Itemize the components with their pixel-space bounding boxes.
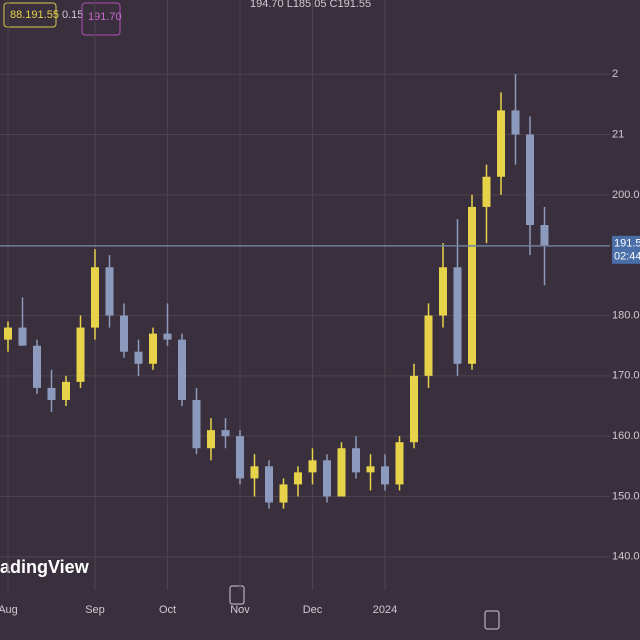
candle-body: [497, 110, 505, 177]
candle-body: [163, 333, 172, 340]
ohlc-header: 194.70 L185.05 C191.55: [250, 0, 371, 10]
x-tick-label: Dec: [303, 604, 323, 616]
legend-value: 88.191.55: [10, 9, 59, 21]
candle-body: [366, 466, 375, 473]
candle-body: [134, 351, 143, 364]
x-tick-label: Oct: [159, 604, 176, 616]
candle-body: [395, 442, 404, 485]
candle-body: [47, 387, 56, 400]
candle-body: [76, 327, 85, 382]
candle-body: [526, 134, 534, 226]
countdown: 02:44: [614, 251, 640, 263]
last-price-label: 191.5: [614, 238, 640, 250]
candle-body: [62, 381, 70, 400]
legend-box: [3, 2, 57, 28]
candle-body: [178, 339, 186, 400]
candle-body: [294, 472, 302, 485]
candle-body: [18, 327, 27, 346]
candle-body: [540, 225, 549, 246]
candle-body: [149, 333, 157, 364]
y-tick-label: 2: [612, 68, 618, 80]
candle-body: [250, 466, 259, 479]
candle-body: [439, 267, 447, 316]
x-tick-label: Aug: [0, 604, 18, 616]
candle-body: [236, 436, 244, 479]
legend-value: 191.70: [88, 11, 122, 23]
candle-body: [352, 448, 360, 473]
x-tick-label: Sep: [85, 604, 105, 616]
y-tick-label: 180.00: [612, 309, 640, 321]
y-tick-label: 170.00: [612, 370, 640, 382]
candle-body: [120, 315, 128, 352]
candle-body: [4, 327, 12, 340]
candle-body: [105, 267, 114, 316]
legend-box: [81, 2, 121, 36]
candle-body: [381, 466, 389, 485]
legend-value: 0.15: [62, 9, 83, 21]
y-tick-label: 200.00: [612, 189, 640, 201]
candle-body: [221, 430, 230, 437]
candle-body: [265, 466, 273, 503]
candle-body: [33, 345, 41, 388]
watermark: adingView: [0, 557, 90, 577]
candle-body: [453, 267, 462, 364]
y-tick-label: 21: [612, 128, 624, 140]
candle-body: [323, 460, 331, 497]
candle-body: [91, 267, 99, 328]
candle-body: [192, 399, 201, 449]
candle-body: [424, 315, 433, 376]
candle-body: [468, 206, 476, 364]
last-price-box: [612, 235, 640, 264]
candle-body: [207, 430, 215, 449]
candle-body: [279, 484, 288, 503]
x-tick-label: 2024: [373, 604, 397, 616]
event-icon: [229, 585, 245, 605]
y-tick-label: 160.00: [612, 430, 640, 442]
candle-body: [410, 375, 418, 443]
x-tick-label: Nov: [230, 604, 250, 616]
candle-body: [308, 460, 317, 473]
candle-body: [337, 448, 346, 497]
candle-body: [511, 110, 520, 135]
y-tick-label: 150.00: [612, 490, 640, 502]
candle-body: [482, 176, 491, 207]
y-tick-label: 140.00: [612, 551, 640, 563]
event-icon: [484, 610, 500, 630]
